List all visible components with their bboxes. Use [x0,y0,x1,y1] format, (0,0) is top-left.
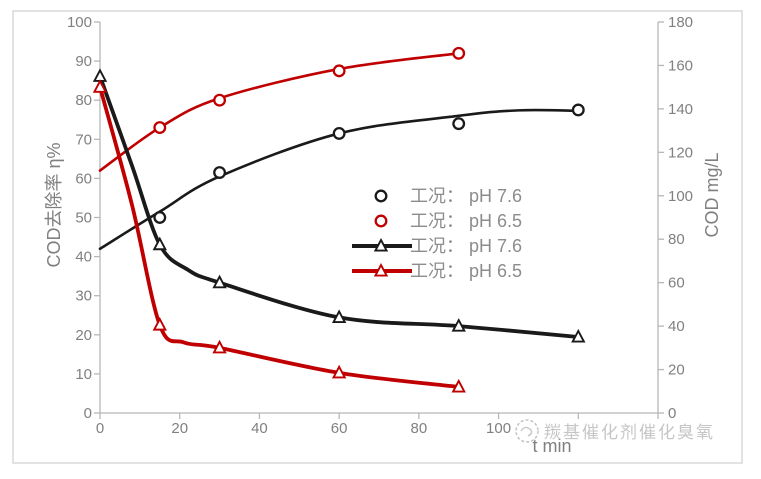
marker-triangle-cod-concentration-ph7.6 [571,328,586,343]
legend-triangle-icon [373,262,389,277]
marker-circle-cod-removal-ph7.6 [153,211,167,224]
y-left-tick-label: 0 [84,405,92,422]
y-right-tick-label: 180 [668,14,693,31]
watermark-logo-glyph [520,426,533,437]
chart-border [12,10,743,464]
x-tick-label: 0 [96,420,104,437]
x-tick-label: 60 [331,420,348,437]
legend-circle-icon [374,189,388,203]
marker-circle-cod-removal-ph7.6 [213,166,227,179]
y-left-tick-label: 10 [75,366,92,383]
y-left-tick-label: 100 [67,14,92,31]
marker-triangle-cod-concentration-ph6.5 [152,316,167,331]
y-right-tick-label: 80 [668,231,685,248]
marker-circle-cod-removal-ph6.5 [153,121,167,135]
y-left-tick-label: 60 [75,170,92,187]
legend-circle-icon [374,214,388,228]
legend-label: 工况： pH 7.6 [410,186,522,206]
marker-triangle-cod-concentration-ph6.5 [331,364,347,379]
y-right-tick-label: 40 [668,318,685,335]
marker-triangle-cod-concentration-ph6.5 [92,79,108,93]
y-right-axis-title: COD mg/L [702,152,722,237]
series-line-cod-removal-ph6.5 [98,51,461,172]
x-tick-label: 100 [486,420,511,437]
marker-circle-cod-removal-ph6.5 [452,46,466,60]
y-right-tick-label: 20 [668,362,685,379]
marker-triangle-cod-concentration-ph7.6 [212,274,227,289]
legend-label: 工况： pH 6.5 [410,211,522,231]
marker-circle-cod-removal-ph6.5 [332,64,346,78]
y-left-tick-label: 90 [75,53,92,70]
watermark-text: 羰基催化剂催化臭氧 [544,423,715,442]
y-left-tick-label: 30 [75,288,92,305]
marker-triangle-cod-concentration-ph7.6 [331,309,347,323]
marker-triangle-cod-concentration-ph6.5 [451,378,466,393]
x-tick-label: 20 [171,420,188,437]
watermark-logo-icon [515,419,539,443]
y-left-tick-label: 50 [75,210,92,227]
y-right-tick-label: 120 [668,144,693,161]
marker-circle-cod-removal-ph7.6 [332,126,346,140]
y-right-tick-label: 60 [668,275,685,292]
legend-triangle-icon [373,237,389,252]
x-tick-label: 40 [251,420,268,437]
legend-label: 工况： pH 7.6 [410,236,522,256]
y-left-tick-label: 20 [75,327,92,344]
marker-circle-cod-removal-ph6.5 [213,93,227,107]
y-left-tick-label: 80 [75,92,92,109]
marker-circle-cod-removal-ph7.6 [452,117,466,131]
series-line-cod-concentration-ph7.6 [98,74,581,339]
y-right-tick-label: 100 [668,188,693,205]
y-left-tick-label: 40 [75,249,92,266]
y-left-tick-label: 70 [75,131,92,148]
y-right-tick-label: 0 [668,405,676,422]
legend-label: 工况： pH 6.5 [410,261,522,281]
marker-triangle-cod-concentration-ph7.6 [152,236,167,251]
y-right-tick-label: 140 [668,101,693,118]
x-axis-title: t min [532,436,571,456]
x-tick-label: 80 [411,420,428,437]
marker-triangle-cod-concentration-ph7.6 [451,318,466,332]
y-right-tick-label: 160 [668,57,693,74]
marker-circle-cod-removal-ph7.6 [571,103,585,117]
marker-triangle-cod-concentration-ph6.5 [212,339,227,354]
y-left-axis-title: COD去除率 η% [44,142,64,267]
